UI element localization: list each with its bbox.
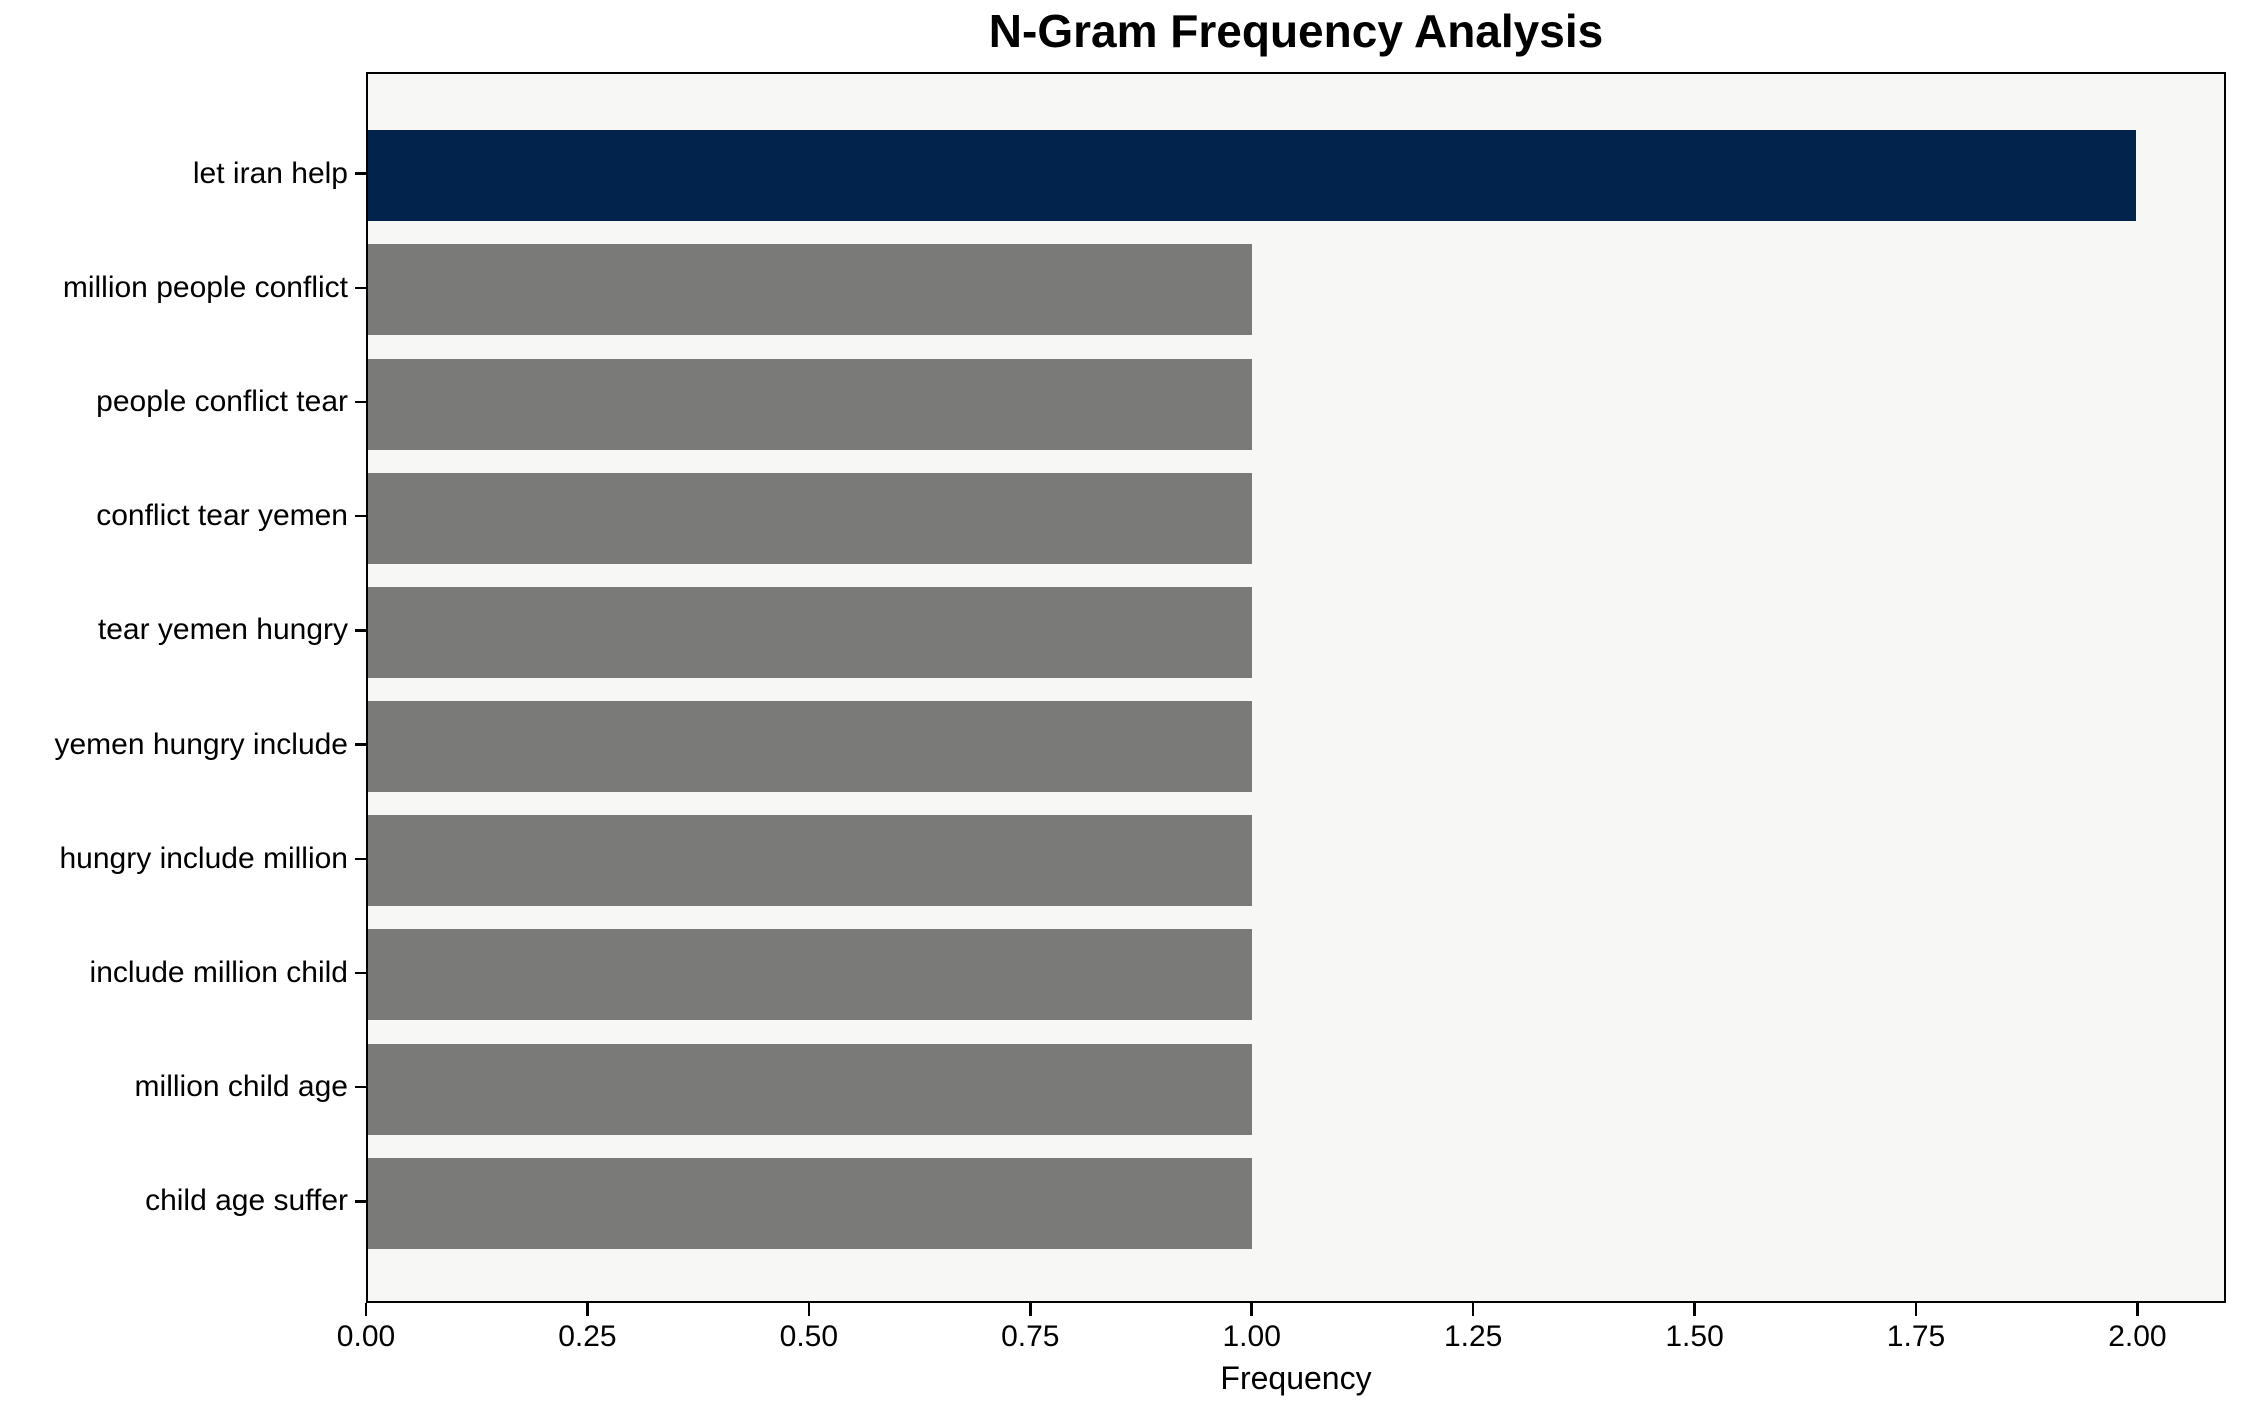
x-tick-mark	[1693, 1303, 1696, 1316]
bar	[368, 701, 1252, 793]
y-tick-mark	[355, 1085, 366, 1089]
y-tick-label: child age suffer	[145, 1184, 348, 1218]
x-tick-mark	[2136, 1303, 2139, 1316]
x-tick-mark	[1471, 1303, 1475, 1316]
x-tick-label: 1.25	[1443, 1320, 1503, 1353]
x-tick-label: 2.00	[2108, 1320, 2167, 1353]
y-tick-label: tear yemen hungry	[97, 613, 348, 647]
y-tick-mark	[355, 172, 366, 175]
x-tick-label: 0.50	[779, 1320, 839, 1353]
bar	[368, 1157, 1252, 1249]
x-tick-label: 1.75	[1886, 1320, 1946, 1353]
y-tick-label: let iran help	[192, 156, 348, 190]
y-tick-mark	[355, 971, 366, 975]
bar	[368, 358, 1252, 450]
x-tick-mark	[807, 1303, 811, 1316]
bar	[368, 130, 2136, 222]
y-tick-label: people conflict tear	[96, 385, 348, 419]
plot-area	[366, 72, 2226, 1303]
y-tick-mark	[355, 400, 366, 404]
x-tick-label: 0.75	[1001, 1320, 1060, 1353]
x-tick-label: 0.00	[336, 1320, 396, 1353]
y-tick-label: million people conflict	[62, 270, 348, 304]
y-tick-mark	[355, 514, 366, 518]
x-tick-mark	[586, 1303, 589, 1316]
y-tick-label: hungry include million	[59, 841, 349, 875]
x-tick-label: 0.25	[558, 1320, 617, 1353]
y-tick-label: include million child	[89, 955, 348, 989]
y-tick-label: million child age	[134, 1070, 348, 1104]
bar	[368, 472, 1252, 564]
x-tick-mark	[1029, 1303, 1032, 1316]
x-tick-mark	[1914, 1303, 1918, 1316]
x-tick-label: 1.00	[1222, 1320, 1281, 1353]
y-tick-mark	[355, 743, 366, 746]
y-tick-label: conflict tear yemen	[96, 499, 348, 533]
bar	[368, 815, 1252, 907]
y-tick-label: yemen hungry include	[54, 727, 348, 761]
bar	[368, 1043, 1252, 1135]
y-tick-mark	[355, 1200, 366, 1203]
x-tick-mark	[1250, 1303, 1253, 1316]
x-tick-mark	[364, 1303, 368, 1316]
bar	[368, 244, 1252, 336]
y-tick-mark	[355, 857, 366, 861]
y-tick-mark	[355, 286, 366, 290]
x-tick-label: 1.50	[1665, 1320, 1724, 1353]
bar	[368, 929, 1252, 1021]
bar	[368, 586, 1252, 678]
y-tick-mark	[355, 629, 366, 632]
chart-title: N-Gram Frequency Analysis	[988, 5, 1604, 57]
x-axis-label: Frequency	[1220, 1360, 1372, 1396]
